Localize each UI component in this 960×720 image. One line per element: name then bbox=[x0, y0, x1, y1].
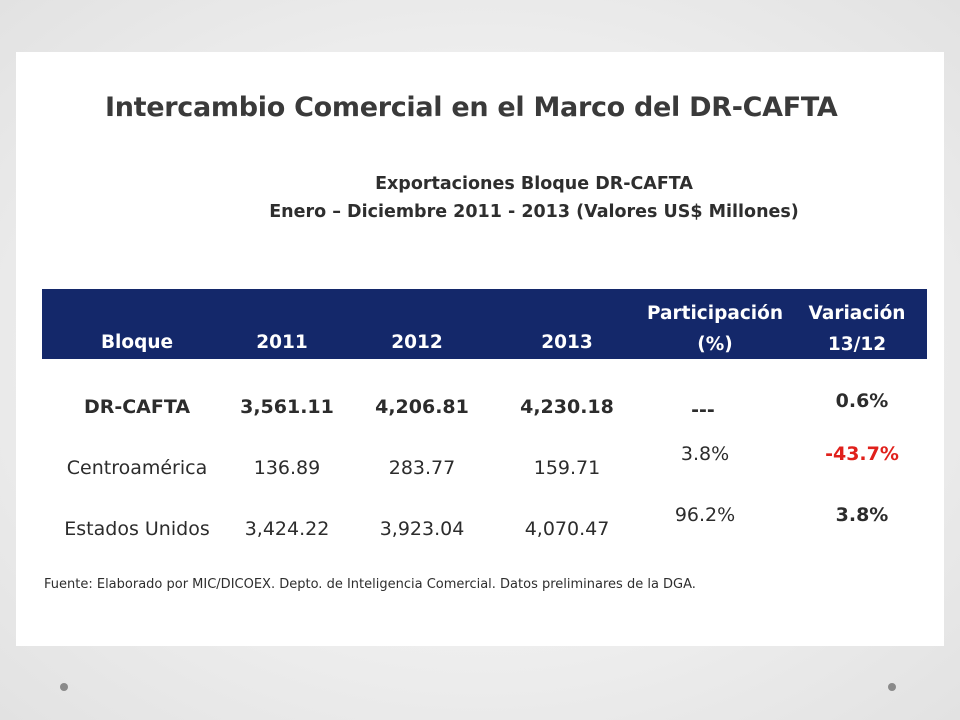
cell-2013: 4,230.18 bbox=[520, 396, 614, 418]
cell-bloque: DR-CAFTA bbox=[83, 396, 191, 418]
cell-variacion: -43.7% bbox=[825, 443, 899, 465]
slide-title: Intercambio Comercial en el Marco del DR… bbox=[105, 92, 838, 123]
table-row: DR-CAFTA 3,561.11 4,206.81 4,230.18 --- … bbox=[42, 387, 927, 427]
table-row: Centroamérica 136.89 283.77 159.71 3.8% … bbox=[42, 443, 927, 488]
cell-bloque: Estados Unidos bbox=[64, 518, 210, 540]
cell-participacion: --- bbox=[691, 399, 715, 421]
cell-2011: 3,561.11 bbox=[240, 396, 334, 418]
subtitle-exportaciones: Exportaciones Bloque DR-CAFTA bbox=[375, 174, 693, 194]
slide: Intercambio Comercial en el Marco del DR… bbox=[16, 52, 944, 646]
header-participacion: Participación (%) bbox=[635, 298, 795, 360]
cell-2011: 3,424.22 bbox=[244, 518, 330, 540]
subtitle-periodo: Enero – Diciembre 2011 - 2013 (Valores U… bbox=[269, 202, 799, 222]
cell-variacion: 0.6% bbox=[835, 390, 889, 412]
header-participacion-line1: Participación bbox=[646, 303, 784, 324]
cell-bloque: Centroamérica bbox=[66, 457, 208, 479]
cell-2012: 283.77 bbox=[388, 457, 456, 479]
cell-participacion: 96.2% bbox=[674, 504, 736, 526]
cell-2013: 159.71 bbox=[533, 457, 601, 479]
cell-participacion: 3.8% bbox=[680, 443, 730, 465]
header-2012: 2012 bbox=[391, 332, 443, 353]
cell-2012: 3,923.04 bbox=[379, 518, 465, 540]
header-variacion: Variación 13/12 bbox=[802, 298, 912, 360]
header-variacion-line1: Variación bbox=[808, 303, 906, 324]
cell-2013: 4,070.47 bbox=[524, 518, 610, 540]
cell-2011: 136.89 bbox=[253, 457, 321, 479]
cell-variacion: 3.8% bbox=[835, 504, 889, 526]
cell-2012: 4,206.81 bbox=[375, 396, 469, 418]
header-2013: 2013 bbox=[541, 332, 593, 353]
header-participacion-line2: (%) bbox=[697, 334, 733, 355]
right-dot-decoration bbox=[888, 683, 896, 691]
header-2011: 2011 bbox=[256, 332, 308, 353]
header-bloque: Bloque bbox=[100, 332, 174, 353]
header-variacion-line2: 13/12 bbox=[827, 334, 887, 355]
table-header: Bloque 2011 2012 2013 Participación (%) … bbox=[42, 289, 927, 359]
table-row: Estados Unidos 3,424.22 3,923.04 4,070.4… bbox=[42, 504, 927, 549]
left-dot-decoration bbox=[60, 683, 68, 691]
source-footnote: Fuente: Elaborado por MIC/DICOEX. Depto.… bbox=[44, 577, 696, 592]
